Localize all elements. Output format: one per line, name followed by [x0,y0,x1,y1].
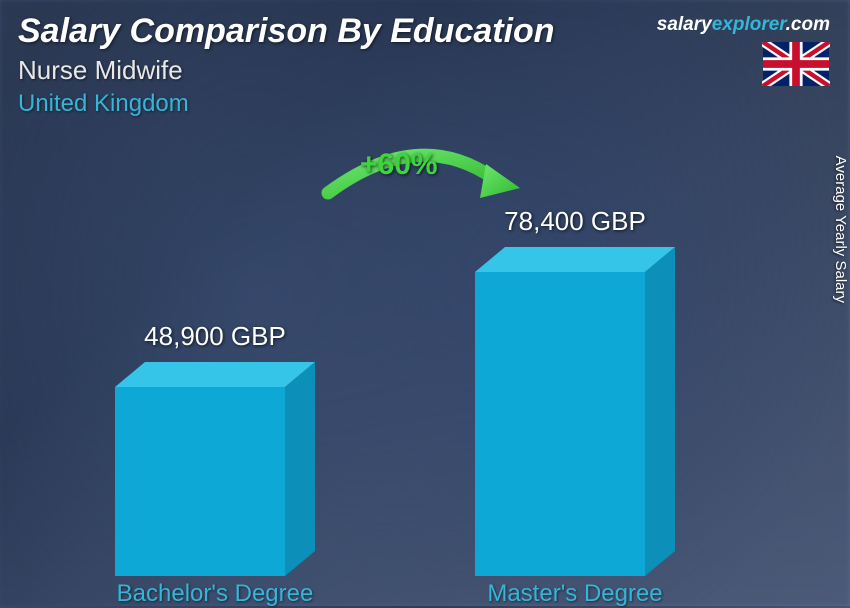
brand-prefix: salary [657,14,712,35]
uk-flag-icon [762,42,830,86]
bar-side-face [645,247,676,576]
bar-category-label: Bachelor's Degree [117,580,314,608]
brand-logo-text: salaryexplorer.com [657,14,830,36]
brand-block: salaryexplorer.com [657,14,830,91]
brand-suffix: .com [786,14,830,35]
location-label: United Kingdom [18,90,832,118]
bar-category-label: Master's Degree [487,580,662,608]
bar-3d [115,362,315,576]
brand-accent: explorer [712,14,786,35]
bar-front-face [475,272,645,576]
bar-group: 78,400 GBPMaster's Degree [475,206,675,576]
bar-front-face [115,387,285,576]
bar-3d [475,247,675,576]
bar-value-label: 48,900 GBP [115,321,315,352]
bar-group: 48,900 GBPBachelor's Degree [115,321,315,576]
percent-change-badge: +60% [360,148,438,182]
bar-side-face [285,362,316,576]
